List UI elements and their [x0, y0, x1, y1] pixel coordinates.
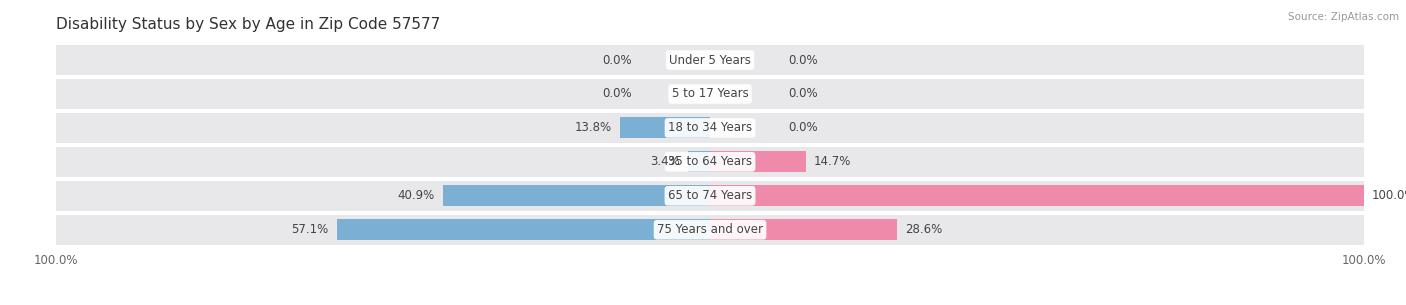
Bar — [56, 45, 1364, 75]
Text: 57.1%: 57.1% — [291, 223, 329, 236]
Bar — [56, 215, 1364, 245]
Text: 75 Years and over: 75 Years and over — [657, 223, 763, 236]
Text: 40.9%: 40.9% — [398, 189, 434, 202]
Text: 28.6%: 28.6% — [905, 223, 942, 236]
Bar — [710, 151, 806, 172]
Text: 13.8%: 13.8% — [575, 121, 612, 135]
Bar — [336, 219, 710, 240]
Text: 0.0%: 0.0% — [602, 88, 631, 100]
Bar — [56, 147, 1364, 177]
Text: 0.0%: 0.0% — [602, 53, 631, 66]
Bar — [688, 151, 710, 172]
Text: 65 to 74 Years: 65 to 74 Years — [668, 189, 752, 202]
Text: Source: ZipAtlas.com: Source: ZipAtlas.com — [1288, 12, 1399, 22]
Text: 18 to 34 Years: 18 to 34 Years — [668, 121, 752, 135]
Text: 0.0%: 0.0% — [789, 53, 818, 66]
Text: 100.0%: 100.0% — [1372, 189, 1406, 202]
Bar — [620, 117, 710, 138]
Bar — [710, 185, 1364, 206]
Text: Under 5 Years: Under 5 Years — [669, 53, 751, 66]
Text: 5 to 17 Years: 5 to 17 Years — [672, 88, 748, 100]
Bar — [710, 219, 897, 240]
Legend: Male, Female: Male, Female — [644, 302, 776, 305]
Text: 35 to 64 Years: 35 to 64 Years — [668, 155, 752, 168]
Bar — [56, 113, 1364, 143]
Text: 0.0%: 0.0% — [789, 88, 818, 100]
Bar — [443, 185, 710, 206]
Text: Disability Status by Sex by Age in Zip Code 57577: Disability Status by Sex by Age in Zip C… — [56, 16, 440, 31]
Bar — [56, 181, 1364, 211]
Text: 0.0%: 0.0% — [789, 121, 818, 135]
Text: 14.7%: 14.7% — [814, 155, 852, 168]
Text: 3.4%: 3.4% — [650, 155, 681, 168]
Bar — [56, 79, 1364, 109]
